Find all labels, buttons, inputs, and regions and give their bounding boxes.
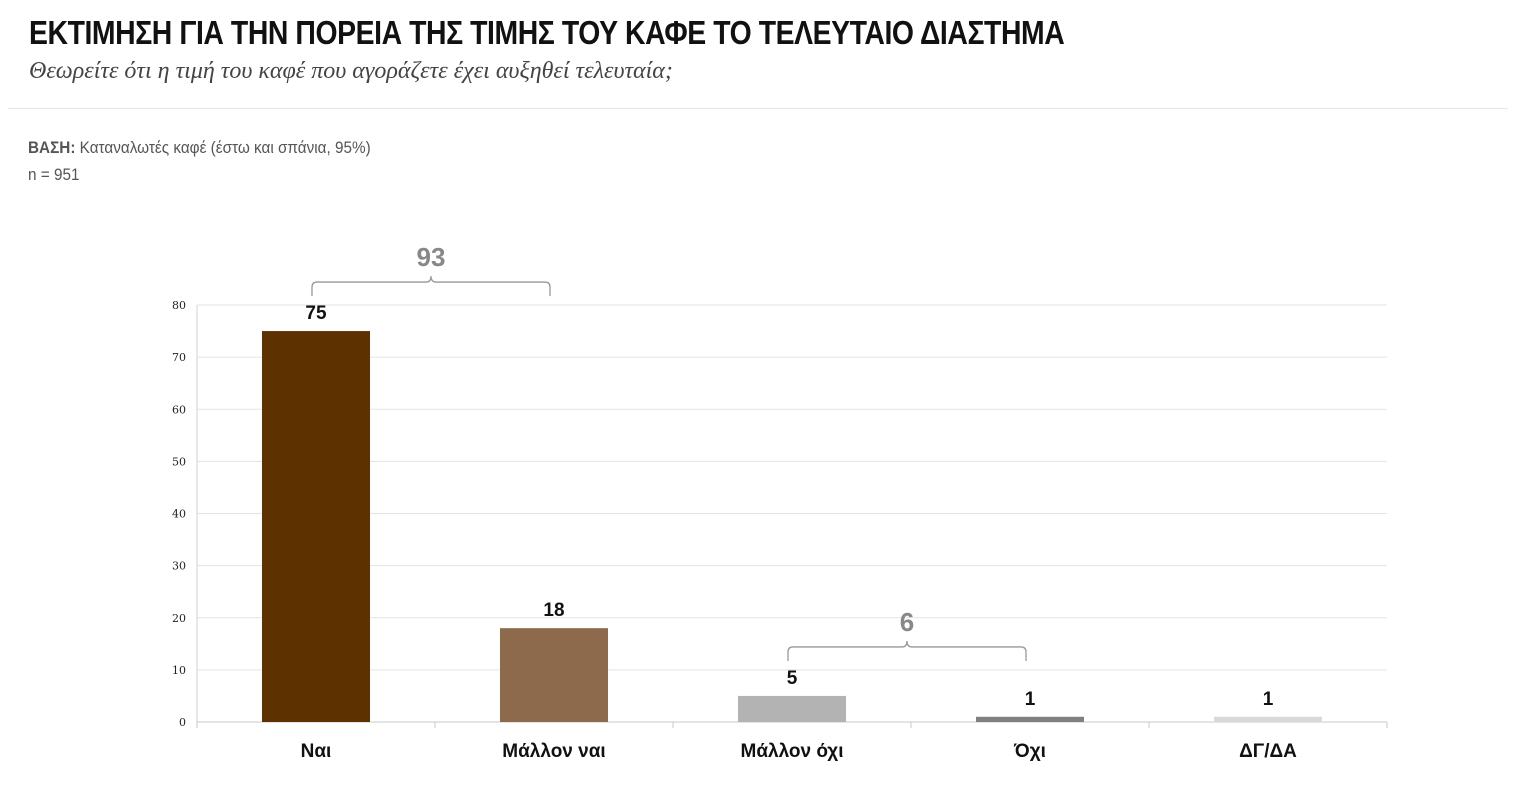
category-label: ΔΓ/ΔΑ xyxy=(1239,741,1297,762)
category-label: Ναι xyxy=(301,741,332,762)
group-total-label: 6 xyxy=(900,607,914,637)
header-divider xyxy=(8,108,1508,109)
base-text: Καταναλωτές καφέ (έστω και σπάνια, 95%) xyxy=(75,138,371,157)
bar xyxy=(738,695,846,722)
bar xyxy=(976,716,1084,722)
y-tick-label: 30 xyxy=(172,560,186,573)
bar xyxy=(262,331,370,722)
data-label: 1 xyxy=(1263,689,1274,710)
bar xyxy=(1214,716,1322,722)
base-label: ΒΑΣΗ: xyxy=(28,138,76,157)
category-label: Όχι xyxy=(1013,741,1046,762)
y-tick-label: 40 xyxy=(172,508,186,521)
data-label: 5 xyxy=(787,668,798,689)
bar xyxy=(500,628,608,722)
base-note: ΒΑΣΗ: Καταναλωτές καφέ (έστω και σπάνια,… xyxy=(28,138,371,158)
chart-title: ΕΚΤΙΜΗΣΗ ΓΙΑ ΤΗΝ ΠΟΡΕΙΑ ΤΗΣ ΤΙΜΗΣ ΤΟΥ ΚΑ… xyxy=(29,14,1065,51)
y-tick-label: 60 xyxy=(172,403,186,416)
group-bracket xyxy=(311,276,551,297)
y-tick-label: 0 xyxy=(179,716,186,729)
sample-size: n = 951 xyxy=(28,165,80,184)
y-tick-label: 10 xyxy=(172,664,186,677)
chart-subtitle: Θεωρείτε ότι η τιμή του καφέ που αγοράζε… xyxy=(29,58,673,84)
y-tick-label: 20 xyxy=(172,612,186,625)
y-tick-label: 80 xyxy=(172,299,186,312)
y-tick-label: 50 xyxy=(172,455,186,468)
y-tick-label: 70 xyxy=(172,351,186,364)
category-label: Μάλλον ναι xyxy=(502,741,605,762)
group-bracket xyxy=(787,640,1027,661)
data-label: 18 xyxy=(543,600,564,621)
category-label: Μάλλον όχι xyxy=(741,741,844,762)
data-label: 1 xyxy=(1025,689,1036,710)
group-total-label: 93 xyxy=(417,242,446,272)
data-label: 75 xyxy=(305,303,327,324)
